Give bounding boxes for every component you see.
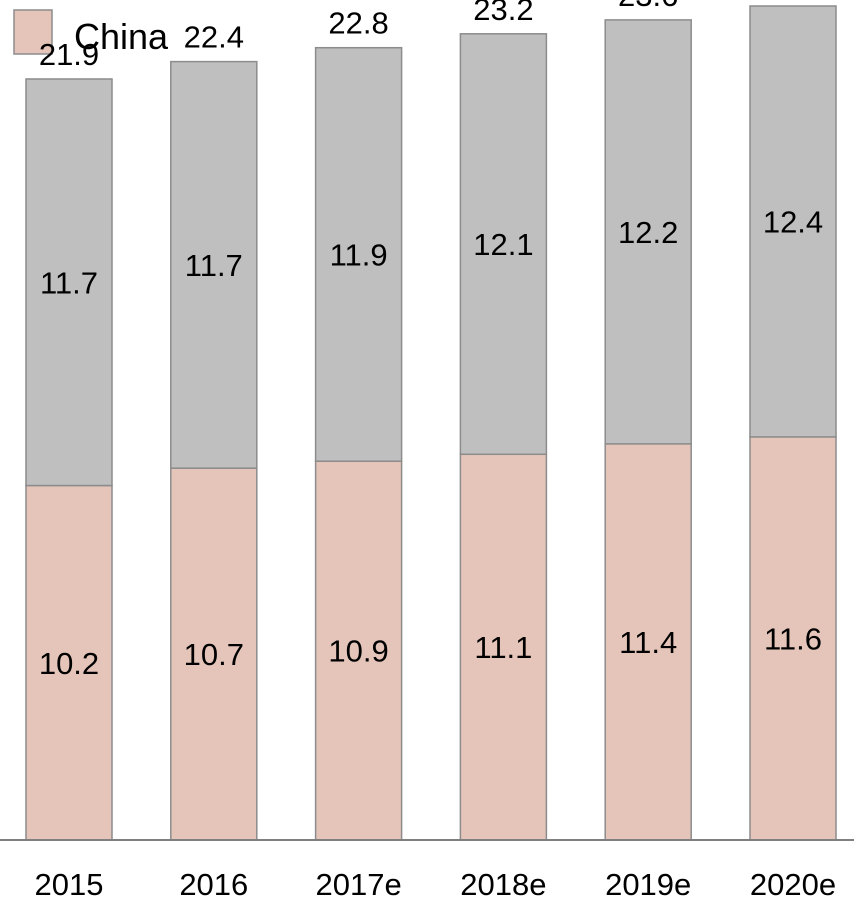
segment-label-china-2019e: 11.4 <box>619 625 677 660</box>
segment-labels: 10.2 11.7 10.7 11.7 10.9 11.9 11.1 12.1 11.4 12.2… <box>39 204 823 680</box>
total-label-2016: 22.4 <box>184 20 244 55</box>
bar-segment-china-2020e <box>749 436 837 841</box>
segment-label-china-2017e: 10.9 <box>328 634 388 669</box>
total-label-2017e: 22.8 <box>328 6 388 41</box>
bar-segment-other-2019e <box>604 19 692 445</box>
bars <box>25 5 837 841</box>
segment-label-other-2017e: 11.9 <box>330 237 388 272</box>
x-tick-label-2018e: 2018e <box>460 867 546 898</box>
x-axis-tick-labels: 2015 2016 2017e 2018e 2019e 2020e <box>35 867 837 898</box>
bar-segment-other-2020e <box>749 5 837 438</box>
segment-label-other-2015: 11.7 <box>40 265 98 300</box>
x-tick-label-2020e: 2020e <box>750 867 836 898</box>
segment-label-china-2020e: 11.6 <box>764 621 822 656</box>
bar-segment-china-2019e <box>604 443 692 841</box>
segment-label-other-2018e: 12.1 <box>473 227 533 262</box>
segment-label-other-2016: 11.7 <box>185 248 243 283</box>
x-tick-label-2016: 2016 <box>179 867 248 898</box>
segment-label-other-2020e: 12.4 <box>763 204 823 239</box>
x-tick-label-2017e: 2017e <box>315 867 401 898</box>
total-label-2015: 21.9 <box>39 37 99 72</box>
bar-segment-other-2017e <box>314 46 403 462</box>
legend-label-china: China <box>74 16 169 57</box>
segment-label-china-2018e: 11.1 <box>474 630 532 665</box>
bar-segment-china-2016 <box>170 467 258 841</box>
bar-segment-other-2016 <box>170 60 258 469</box>
x-tick-label-2015: 2015 <box>35 867 104 898</box>
total-labels: 21.922.422.823.223.624.0 <box>39 0 679 72</box>
legend: China <box>13 9 169 57</box>
bar-segment-other-2015 <box>25 78 113 487</box>
bar-segment-other-2018e <box>459 33 548 456</box>
segment-label-china-2016: 10.7 <box>184 637 244 672</box>
legend-swatch-china <box>13 9 53 55</box>
segment-label-other-2019e: 12.2 <box>618 215 678 250</box>
segment-label-china-2015: 10.2 <box>39 646 99 681</box>
total-label-2018e: 23.2 <box>473 0 533 27</box>
total-label-2019e: 23.6 <box>618 0 678 13</box>
bar-segment-china-2018e <box>459 453 548 841</box>
x-tick-label-2019e: 2019e <box>605 867 691 898</box>
